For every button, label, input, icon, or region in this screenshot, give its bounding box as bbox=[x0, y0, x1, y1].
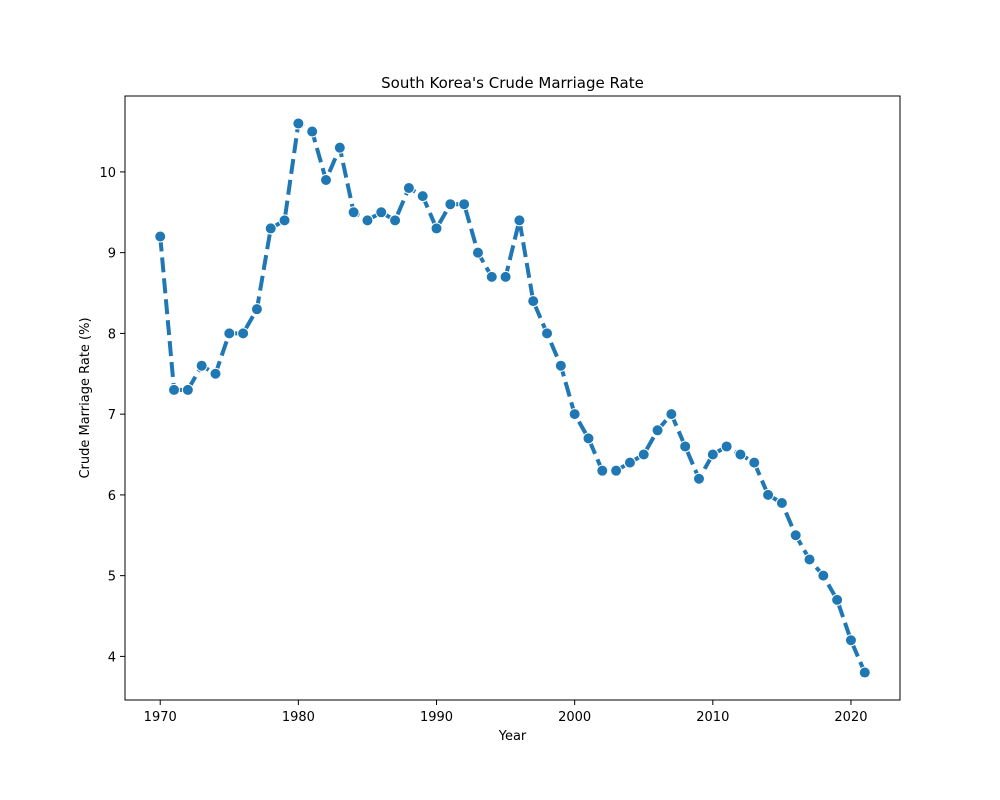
data-point bbox=[831, 593, 844, 606]
data-point bbox=[610, 464, 623, 477]
data-point bbox=[471, 246, 484, 259]
data-point bbox=[844, 634, 857, 647]
data-point bbox=[402, 182, 415, 195]
x-tick-label: 1970 bbox=[144, 710, 177, 725]
data-point bbox=[623, 456, 636, 469]
data-point bbox=[209, 367, 222, 380]
x-tick-label: 1990 bbox=[420, 710, 453, 725]
y-tick-label: 9 bbox=[108, 247, 116, 262]
data-point bbox=[181, 383, 194, 396]
x-axis-label: Year bbox=[498, 729, 527, 744]
data-point bbox=[817, 569, 830, 582]
data-point bbox=[651, 424, 664, 437]
data-point bbox=[223, 327, 236, 340]
x-tick-label: 2020 bbox=[834, 710, 867, 725]
x-tick-label: 1980 bbox=[282, 710, 315, 725]
y-tick-label: 10 bbox=[99, 166, 116, 181]
data-point bbox=[513, 214, 526, 227]
data-point bbox=[195, 359, 208, 372]
data-point bbox=[458, 198, 471, 211]
data-point bbox=[692, 472, 705, 485]
plot-frame bbox=[124, 95, 901, 701]
data-point bbox=[250, 303, 263, 316]
data-point bbox=[803, 553, 816, 566]
data-point bbox=[527, 295, 540, 308]
data-point bbox=[665, 408, 678, 421]
data-point bbox=[168, 383, 181, 396]
data-point bbox=[278, 214, 291, 227]
data-point bbox=[596, 464, 609, 477]
plot-area bbox=[154, 117, 871, 679]
data-point bbox=[389, 214, 402, 227]
data-point bbox=[706, 448, 719, 461]
series-line bbox=[158, 121, 867, 674]
y-axis-label: Crude Marriage Rate (%) bbox=[78, 317, 93, 478]
x-axis: 1970 1980 1990 2000 2010 2020 bbox=[144, 700, 868, 725]
data-point bbox=[720, 440, 733, 453]
data-point bbox=[416, 190, 429, 203]
y-tick-label: 4 bbox=[108, 650, 116, 665]
y-axis: 4 5 6 7 8 9 10 bbox=[99, 166, 125, 665]
data-point bbox=[554, 359, 567, 372]
data-point bbox=[775, 496, 788, 509]
data-point bbox=[306, 125, 319, 138]
data-point bbox=[292, 117, 305, 130]
data-point bbox=[320, 173, 333, 186]
data-point bbox=[748, 456, 761, 469]
y-tick-label: 7 bbox=[108, 408, 116, 423]
data-point bbox=[762, 488, 775, 501]
x-tick-label: 2010 bbox=[696, 710, 729, 725]
data-point bbox=[430, 222, 443, 235]
data-point bbox=[789, 529, 802, 542]
data-point bbox=[568, 408, 581, 421]
data-point bbox=[858, 666, 871, 679]
data-point bbox=[485, 270, 498, 283]
data-point bbox=[499, 270, 512, 283]
data-point bbox=[734, 448, 747, 461]
y-tick-label: 5 bbox=[108, 570, 116, 585]
data-point bbox=[444, 198, 457, 211]
data-point bbox=[679, 440, 692, 453]
data-point bbox=[333, 141, 346, 154]
data-point bbox=[375, 206, 388, 219]
data-point bbox=[361, 214, 374, 227]
data-point bbox=[582, 432, 595, 445]
chart-title: South Korea's Crude Marriage Rate bbox=[381, 74, 644, 92]
x-tick-label: 2000 bbox=[558, 710, 591, 725]
data-point bbox=[637, 448, 650, 461]
y-tick-label: 6 bbox=[108, 489, 116, 504]
data-point bbox=[541, 327, 554, 340]
data-point bbox=[347, 206, 360, 219]
y-tick-label: 8 bbox=[108, 327, 116, 342]
data-point bbox=[154, 230, 167, 243]
data-point bbox=[264, 222, 277, 235]
data-point bbox=[237, 327, 250, 340]
